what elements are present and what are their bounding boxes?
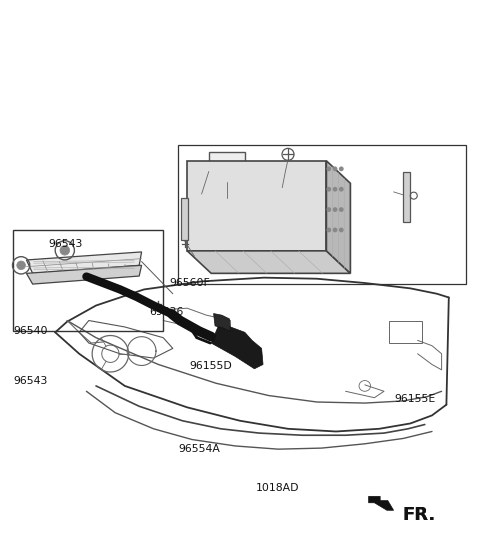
Bar (182, 203, 187, 212)
Bar (404, 211, 409, 219)
Circle shape (333, 167, 337, 171)
Bar (209, 152, 245, 182)
Polygon shape (214, 314, 230, 331)
Polygon shape (26, 252, 142, 273)
Text: FR.: FR. (402, 505, 435, 524)
Bar (404, 194, 409, 204)
Bar (404, 177, 409, 187)
Text: 96543: 96543 (48, 239, 83, 249)
Circle shape (333, 187, 337, 191)
Text: FR.: FR. (402, 505, 435, 524)
Text: 96543: 96543 (13, 376, 48, 385)
Text: 96554A: 96554A (179, 444, 220, 454)
Text: 69826: 69826 (149, 307, 183, 317)
Polygon shape (369, 496, 394, 510)
Polygon shape (326, 161, 350, 273)
Circle shape (326, 228, 331, 232)
Polygon shape (403, 172, 410, 222)
Text: 96540: 96540 (13, 326, 48, 336)
Circle shape (333, 228, 337, 232)
Polygon shape (187, 161, 326, 251)
Circle shape (339, 207, 344, 212)
Text: 96155D: 96155D (189, 361, 232, 371)
Polygon shape (26, 265, 142, 284)
Circle shape (339, 228, 344, 232)
Circle shape (17, 261, 25, 270)
Circle shape (60, 245, 70, 255)
Circle shape (339, 167, 344, 171)
Polygon shape (211, 326, 263, 369)
Polygon shape (187, 251, 350, 273)
Circle shape (326, 187, 331, 191)
Bar (182, 220, 187, 229)
Circle shape (326, 207, 331, 212)
Bar (389, 321, 422, 343)
Text: 1018AD: 1018AD (256, 483, 300, 493)
Bar (13, 230, 163, 331)
Circle shape (326, 167, 331, 171)
Text: 96155E: 96155E (395, 394, 436, 404)
Circle shape (339, 187, 344, 191)
Polygon shape (181, 198, 188, 240)
Circle shape (333, 207, 337, 212)
Bar (190, 165, 319, 247)
Bar (178, 145, 466, 284)
Text: 96560F: 96560F (169, 278, 210, 288)
